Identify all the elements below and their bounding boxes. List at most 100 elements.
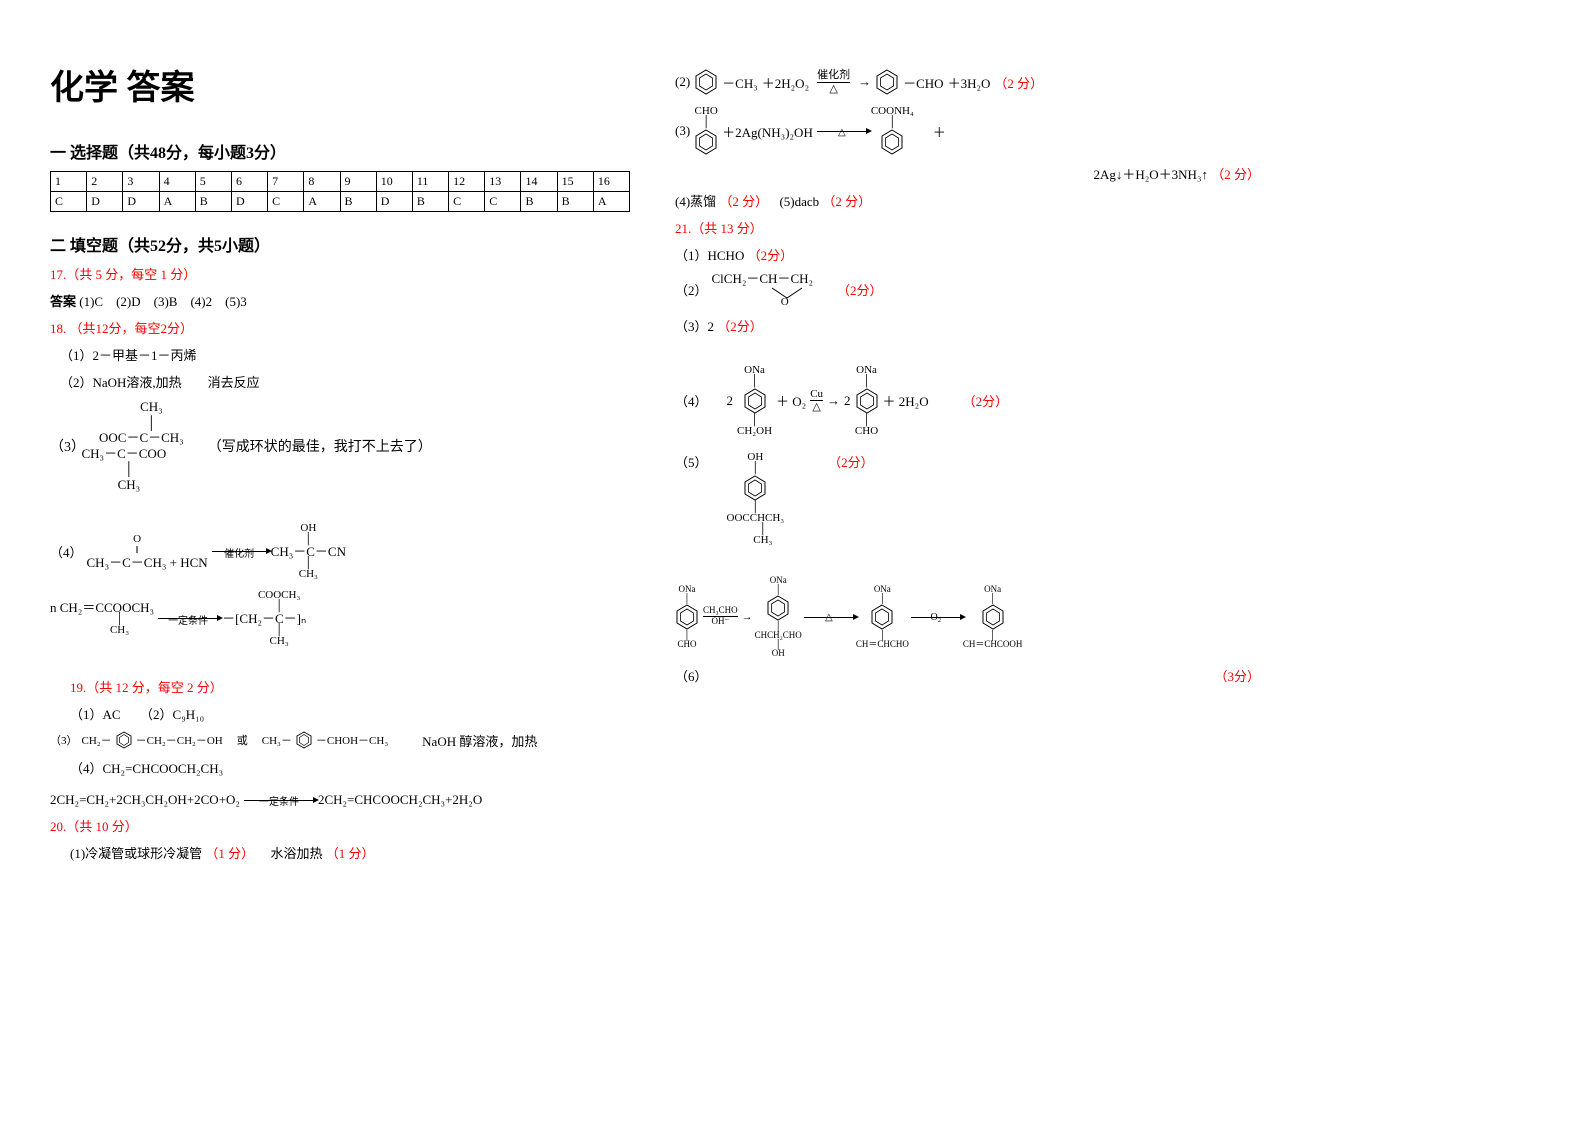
q20-p3-mid: ＋2Ag(NH₃)₂OH <box>722 122 813 141</box>
mc-num: 16 <box>593 172 629 192</box>
q19-p5: 2CH₂=CH₂+2CH₃CH₂OH+2CO+O₂ 一定条件 2CH₂=CHCO… <box>50 792 630 808</box>
benzene-icon <box>675 603 699 631</box>
q21-p6-s3: O₂ <box>911 612 961 623</box>
q21-p1-pts: （2分） <box>748 248 794 263</box>
q21-p6-lb: CH＝CHCOOH <box>963 640 1023 649</box>
q17-answer: 答案 (1)C (2)D (3)B (4)2 (5)3 <box>50 291 630 310</box>
q18-p2: （2）NaOH溶液,加热 消去反应 <box>60 372 630 391</box>
q18-p5-rhs: －[CH₂－C－]ₙ <box>222 611 306 626</box>
mc-ans: D <box>376 192 412 212</box>
q18-p3-struct: CH₃ │ OOC－C－CH₃ CH₃－C－COO │ CH₃ <box>99 399 184 493</box>
mc-ans: B <box>195 192 231 212</box>
q20-p2-ch3: －CH₃ <box>722 73 758 92</box>
benzene-icon <box>743 474 767 502</box>
q21-p2: （2） ClCH₂－CH－CH₂ O （2分） <box>675 272 1290 308</box>
q21-p4-label: （4） <box>675 391 708 410</box>
mc-num: 14 <box>521 172 557 192</box>
mc-num: 7 <box>268 172 304 192</box>
benzene-icon <box>875 68 899 96</box>
q21-p4-cho: CHO <box>855 426 879 437</box>
q20-p4: (4)蒸馏 <box>675 194 716 209</box>
mc-num: 9 <box>340 172 376 192</box>
q21-p6-s1t: CH₃CHO <box>703 606 738 616</box>
benzene-icon <box>743 387 767 415</box>
q21-p4-two2: 2 <box>844 393 851 409</box>
benzene-icon <box>116 731 132 749</box>
mc-num: 8 <box>304 172 340 192</box>
q19-p5-rhs: 2CH₂=CHCOOCH₂CH₃+2H₂O <box>318 792 482 808</box>
q18-p5-bot: CH₃ <box>252 636 306 647</box>
epoxide-icon <box>717 286 807 300</box>
q20-head: 20.（共 10 分） <box>50 816 630 835</box>
mc-num: 15 <box>557 172 593 192</box>
q19-p3-or: 或 <box>237 732 248 748</box>
mc-ans: A <box>159 192 195 212</box>
q20-p5: (5)dacb <box>779 194 819 209</box>
q21-p5-bot2: CH₃ <box>742 535 785 546</box>
q18-head: 18. （共12分，每空2分） <box>50 318 630 337</box>
q21-p6-pts: （3分） <box>1214 666 1260 685</box>
q21-p3-row: （3）2 （2分） <box>675 316 1290 335</box>
q21-p6-m1b2: OH <box>755 649 802 658</box>
q21-p4-ch2oh: CH₂OH <box>737 426 772 437</box>
q18-p1: （1）2－甲基－1－丙烯 <box>60 345 630 364</box>
q21-p4: （4） 2 ONa │ │ CH₂OH ＋ O₂ Cu △ → 2 ONa │ … <box>675 365 1290 437</box>
q19-p3-m1: －CH₂－CH₂－OH <box>136 732 223 748</box>
q21-p5: （5） OH │ │ OOCCHCH₃ │ CH₃ （2分） <box>675 452 1290 546</box>
mc-ans: B <box>412 192 448 212</box>
q18-p4-o: O <box>67 534 208 545</box>
q19-p5-cond: 一定条件 <box>244 793 314 808</box>
mc-ans: C <box>268 192 304 212</box>
q18-p5-top: COOCH₃ <box>252 590 306 601</box>
benzene-icon <box>296 731 312 749</box>
benzene-icon <box>694 128 718 156</box>
q21-p5-label: （5） <box>675 452 708 471</box>
mc-num: 11 <box>412 172 448 192</box>
q18-p5-ch3: CH₃ <box>85 625 154 636</box>
benzene-icon <box>981 603 1005 631</box>
q17-ans-label: 答案 <box>50 294 76 309</box>
section2-heading: 二 填空题（共52分，共5小题） <box>50 232 630 256</box>
left-column: 化学 答案 一 选择题（共48分，每小题3分） 1 2 3 4 5 6 7 8 … <box>50 60 650 870</box>
q20-p5-pts: （2 分） <box>822 194 871 209</box>
q20-p2-rhs: ＋3H₂O <box>948 73 991 92</box>
mc-ans: C <box>485 192 521 212</box>
q18-p4-cat: 催化剂 <box>212 545 267 560</box>
q21-p6-s2: △ <box>804 612 854 623</box>
q20-p1-row: (1)冷凝管或球形冷凝管 （1 分） 水浴加热 （1 分） <box>70 843 630 862</box>
q20-p2-pts: （2 分） <box>994 73 1043 92</box>
q21-p5-pts: （2分） <box>828 452 874 471</box>
q19-head: 19.（共 12 分，每空 2 分） <box>70 677 630 696</box>
benzene-icon <box>855 387 879 415</box>
benzene-icon <box>870 603 894 631</box>
mc-num: 6 <box>231 172 267 192</box>
q20-p1b-pts: （1 分） <box>326 846 375 861</box>
mc-num: 13 <box>485 172 521 192</box>
mc-num: 3 <box>123 172 159 192</box>
q18-p5-lhs: n CH₂＝CCOOCH₃ <box>50 600 154 615</box>
q20-p2-tri: △ <box>817 82 850 95</box>
mc-num: 1 <box>51 172 87 192</box>
benzene-icon <box>766 594 790 622</box>
q21-p4-rhs: ＋ 2H₂O <box>883 391 929 410</box>
q21-p6: ONa │ │ CHO CH₃CHO OH⁻ → ONa │ │ CHCH₂CH… <box>675 576 1290 658</box>
q21-head: 21.（共 13 分） <box>675 218 1290 237</box>
q21-p6-m2b: CH＝CHCHO <box>856 640 909 649</box>
mc-num: 5 <box>195 172 231 192</box>
q19-p3-l: CH₂－ <box>82 732 112 748</box>
mc-ans: C <box>449 192 485 212</box>
q19-p4: （4）CH₂=CHCOOCH₂CH₃ <box>70 758 630 777</box>
q20-p3-plus: ＋ <box>933 122 946 141</box>
page-title: 化学 答案 <box>50 60 630 109</box>
q18-p5-cond: 一定条件 <box>158 612 218 627</box>
q20-p2-label: (2) <box>675 74 690 90</box>
q20-p2-plus: ＋2H₂O₂ <box>762 73 809 92</box>
q20-p45: (4)蒸馏 （2 分） (5)dacb （2 分） <box>675 191 1290 210</box>
table-row: 1 2 3 4 5 6 7 8 9 10 11 12 13 14 15 16 <box>51 172 630 192</box>
q17-head: 17.（共 5 分，每空 1 分） <box>50 264 630 283</box>
q21-p4-cu: Cu <box>810 388 823 400</box>
q18-p3: （3） CH₃ │ OOC－C－CH₃ CH₃－C－COO │ CH₃ （写成环… <box>50 399 630 493</box>
q18-p4-lhs: CH₃－C－CH₃ + HCN <box>87 555 208 570</box>
q18-p3-note: （写成环状的最佳，我打不上去了） <box>208 436 432 456</box>
q20-p3-tail: 2Ag↓＋H₂O＋3NH₃↑ <box>1093 167 1208 182</box>
